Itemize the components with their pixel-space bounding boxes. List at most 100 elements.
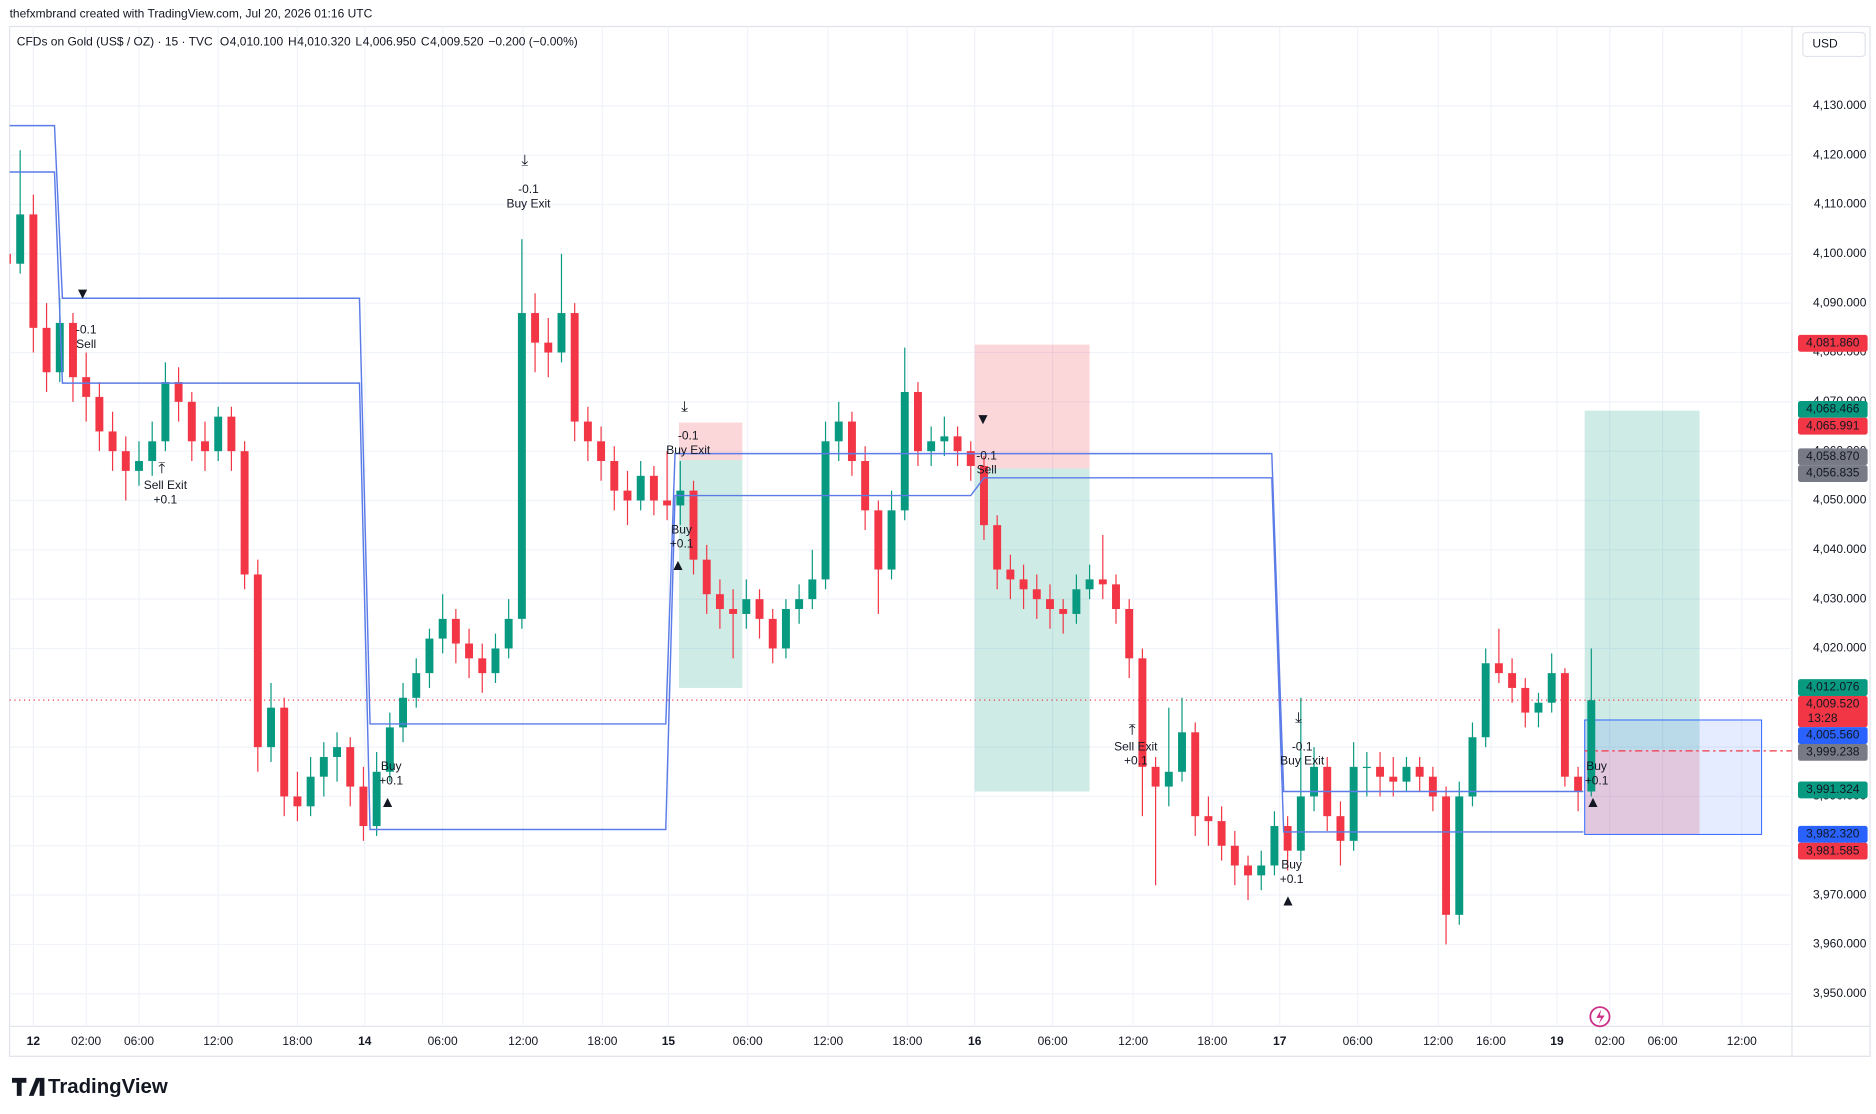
candle-body [834, 421, 843, 442]
candle-body [1085, 579, 1094, 590]
candle-body [372, 771, 381, 827]
candle-body [412, 673, 421, 698]
target-zone [974, 468, 1090, 792]
candle-body [597, 441, 606, 462]
candle-body [649, 475, 658, 501]
candle-body [1296, 796, 1305, 851]
x-tick-label: 16 [968, 1034, 982, 1048]
price-label: 4,058.870 [1806, 449, 1860, 463]
candle-body [280, 707, 289, 797]
candle-body [214, 416, 223, 452]
candle-body [1574, 776, 1583, 792]
signal-label: Sell Exit [144, 478, 188, 492]
candle-body [1376, 766, 1385, 777]
x-tick-label: 06:00 [428, 1034, 458, 1048]
signal-label: -0.1 [976, 448, 997, 462]
x-tick-label: 06:00 [1343, 1034, 1373, 1048]
candle-body [253, 574, 262, 748]
signal-label: Buy [671, 522, 692, 536]
x-tick-label: 12:00 [1423, 1034, 1453, 1048]
candle-body [1217, 821, 1226, 846]
price-label-box [1797, 465, 1868, 482]
candle-body [1415, 766, 1424, 777]
candle-body [623, 490, 632, 501]
candle-body [689, 490, 698, 560]
price-label: 4,056.835 [1806, 466, 1860, 480]
candle-body [359, 786, 368, 827]
candle-body [1494, 663, 1503, 674]
candle-body [504, 618, 513, 649]
candle-body [161, 382, 170, 442]
channel-line [9, 171, 1584, 833]
candle-body [491, 648, 500, 674]
axes: 3,950.0003,960.0003,970.0003,980.0003,99… [27, 98, 1868, 1048]
candle-body [1257, 865, 1266, 876]
candle-body [108, 431, 117, 452]
signal-label: -0.1 [678, 429, 699, 443]
signal-label: +0.1 [154, 492, 178, 506]
candle-body [570, 313, 579, 422]
candle-body [927, 441, 936, 452]
signal-marker: ⤒ [1129, 721, 1136, 738]
candle-body [1191, 732, 1200, 817]
signal-label: +0.1 [379, 773, 403, 787]
candle-body [478, 658, 487, 674]
ohlc-value: 4,009.520 [430, 34, 484, 48]
candle-body [187, 401, 196, 442]
signal-label: Buy Exit [506, 196, 551, 210]
x-tick-label: 06:00 [733, 1034, 763, 1048]
candle-body [1270, 826, 1279, 866]
candle-body [1547, 673, 1556, 703]
currency-box[interactable] [1802, 31, 1866, 58]
candle-body [121, 451, 130, 471]
ohlc-header: O 4,010.100 H 4,010.320 L 4,006.950 C 4,009.520… [220, 34, 578, 48]
price-label-box [1797, 417, 1868, 435]
stop-zone [974, 344, 1090, 469]
signal-marker: ⤓ [681, 399, 688, 416]
x-tick-label: 12:00 [1727, 1034, 1757, 1048]
price-label-box [1797, 781, 1868, 799]
x-tick-label: 12:00 [508, 1034, 538, 1048]
candle-body [980, 465, 988, 526]
x-tick-label: 16:00 [1476, 1034, 1506, 1048]
candle-body [399, 697, 408, 728]
candle-body [940, 436, 949, 442]
candle-body [346, 747, 355, 787]
candle-body [953, 436, 962, 452]
channel-line [9, 124, 1584, 793]
price-label: 3,999.238 [1806, 745, 1860, 759]
signal-label: Buy [1586, 759, 1607, 773]
candles [9, 150, 1596, 945]
candle-body [227, 416, 236, 452]
candle-body [333, 747, 341, 757]
price-label: 3,991.324 [1806, 782, 1860, 796]
x-tick-label: 12 [27, 1034, 41, 1048]
ohlc-value: 4,010.320 [297, 34, 351, 48]
candle-body [610, 461, 619, 491]
currency[interactable]: USD [1812, 37, 1838, 51]
candle-body [913, 391, 922, 452]
candle-body [465, 643, 474, 659]
candle-body [1336, 816, 1345, 841]
ohlc-key: C [421, 34, 430, 48]
candle-body [966, 451, 975, 466]
x-tick-label: 02:00 [1595, 1034, 1625, 1048]
candle-body [781, 609, 790, 649]
candle-body [240, 451, 249, 575]
x-tick-label: 12:00 [203, 1034, 233, 1048]
credit: thefxmbrand created with TradingView.com… [10, 7, 373, 21]
candle-body [1442, 796, 1451, 915]
price-label: 4,012.076 [1806, 680, 1860, 694]
signal-marker: ▼ [75, 285, 90, 302]
signal-label: Buy Exit [666, 443, 711, 457]
candle-body [1204, 816, 1213, 822]
candle-body [1521, 687, 1530, 713]
candle-body [517, 313, 526, 619]
y-tick-label: 4,040.000 [1813, 542, 1867, 556]
symbol-title: CFDs on Gold (US$ / OZ) · 15 · TVC [17, 34, 213, 48]
price-label-box [1797, 825, 1868, 843]
price-label-box [1797, 842, 1868, 860]
candle-body [319, 756, 328, 777]
target-zone [1584, 410, 1700, 751]
